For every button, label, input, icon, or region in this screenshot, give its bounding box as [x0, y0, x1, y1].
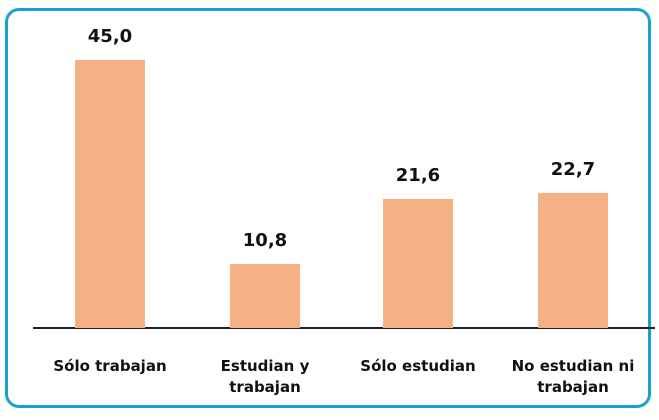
data-label: 10,8: [242, 229, 288, 251]
data-label: 45,0: [87, 26, 133, 47]
bar: [230, 263, 300, 328]
bar: [383, 199, 453, 328]
x-tick-label: Sólo trabajan: [53, 357, 167, 375]
bar: [538, 192, 608, 328]
data-label: 22,7: [550, 158, 596, 180]
data-label: 21,6: [395, 165, 441, 187]
bar: [75, 60, 145, 328]
x-tick-label: Sólo estudian: [360, 357, 476, 375]
x-tick-label: Estudian y trabajan: [220, 357, 310, 396]
x-axis: [33, 327, 655, 329]
x-tick-label: No estudian ni trabajan: [511, 357, 635, 396]
frame: [5, 8, 651, 408]
